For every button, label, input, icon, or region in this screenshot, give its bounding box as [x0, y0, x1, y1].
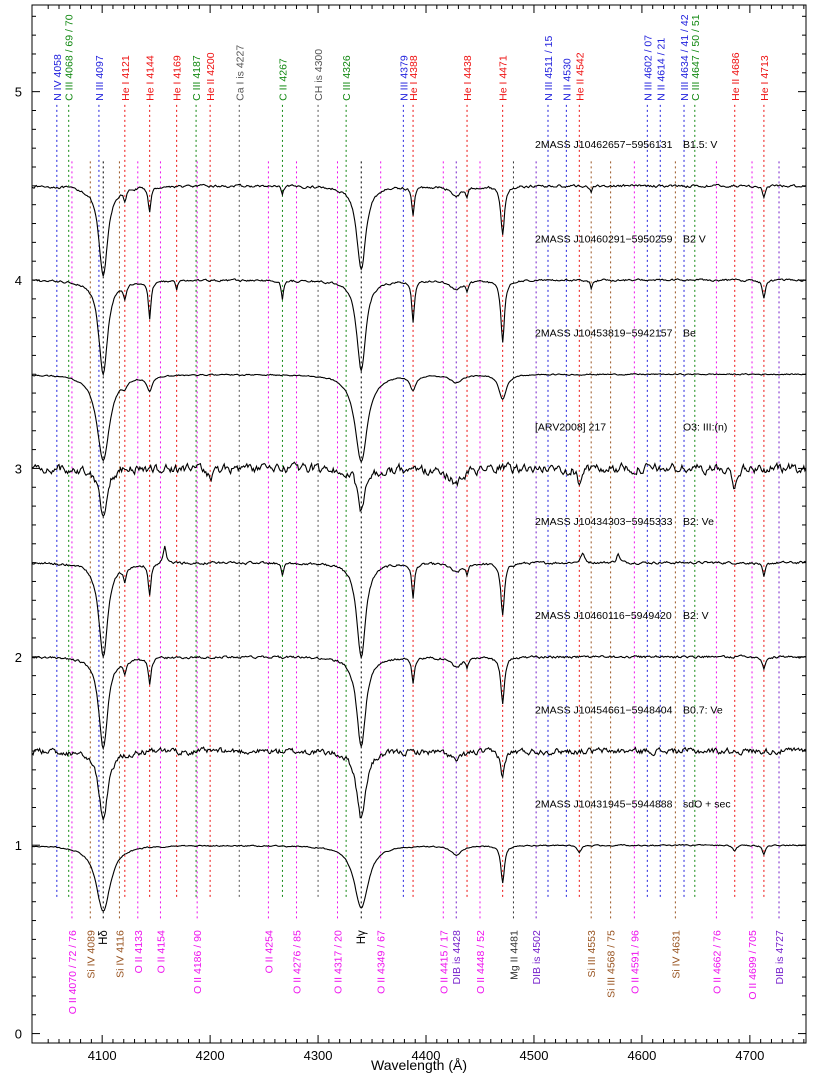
top-line-label: He II 4686 — [730, 52, 742, 101]
spectrum-name: 2MASS J10454661−5948404 — [535, 704, 673, 716]
y-tick-label: 5 — [15, 85, 22, 100]
top-line-label: He II 4542 — [574, 52, 586, 101]
spectrum-sptype: B2: Ve — [683, 516, 714, 528]
top-line-label: He I 4438 — [462, 55, 474, 101]
spectrum-sptype: B1.5: V — [683, 139, 717, 151]
bottom-line-label: Si IV 4631 — [670, 930, 682, 979]
spectrum-line — [31, 843, 807, 912]
spectrum-sptype: Be — [683, 328, 696, 340]
bottom-line-label: O II 4591 / 96 — [629, 930, 641, 994]
bottom-line-label: O II 4415 / 17 — [438, 930, 450, 994]
top-line-label: N IV 4058 — [52, 54, 64, 101]
line-markers — [56, 104, 780, 921]
y-tick-label: 3 — [15, 461, 22, 476]
bottom-line-label: Si IV 4116 — [114, 930, 126, 978]
top-line-label: N II 4614 / 21 — [655, 38, 667, 101]
top-line-label: He I 4713 — [759, 55, 771, 101]
spectrum-line — [31, 654, 807, 751]
bottom-line-label: Si IV 4089 — [85, 930, 97, 979]
top-line-label: He II 4200 — [205, 52, 217, 101]
bottom-line-label: O II 4317 / 20 — [332, 930, 344, 994]
bottom-line-label: Hγ — [356, 930, 368, 944]
x-tick-label: 4400 — [412, 1048, 441, 1063]
spectrum-sptype: B0.7: Ve — [683, 704, 723, 716]
spectrum-line — [31, 461, 807, 517]
plot-frame — [31, 4, 807, 1044]
bottom-line-label: O II 4254 — [263, 930, 275, 973]
bottom-line-label: O II 4276 / 85 — [291, 930, 303, 994]
spectrum-name: 2MASS J10462657−5956131 — [535, 139, 673, 151]
spectrum-name: 2MASS J10431945−5944888 — [535, 799, 673, 811]
spectrum-line — [31, 183, 807, 277]
bottom-line-label: Hδ — [98, 930, 110, 945]
bottom-line-label: Mg II 4481 — [508, 930, 520, 980]
top-line-label: C III 4187 — [191, 55, 203, 101]
axes: 4100 4200 4300 4400 4500 4600 4700 0 1 2 3 4 5 — [15, 5, 806, 1063]
spectrum-line — [31, 278, 807, 377]
y-tick-label: 1 — [15, 838, 22, 853]
top-line-label: C III 4647 / 50 / 51 — [690, 14, 702, 101]
spectrum-line — [31, 746, 807, 822]
bottom-line-label: Si III 4553 — [586, 930, 598, 977]
top-line-label: N III 4602 / 07 — [642, 35, 654, 101]
x-tick-label: 4500 — [520, 1048, 549, 1063]
spectrum-line — [31, 373, 807, 463]
spectrum-sptype: B2: V — [683, 610, 709, 622]
y-tick-label: 0 — [15, 1027, 22, 1042]
bottom-line-label: O II 4349 / 67 — [376, 930, 388, 994]
spectrum-name: 2MASS J10434303−5945333 — [535, 516, 673, 528]
top-line-label: N III 4634 / 41 / 42 — [679, 14, 691, 101]
top-line-label: C II 4267 — [277, 58, 289, 101]
spectrum-line — [31, 545, 807, 660]
spectrum-name: 2MASS J10460116−5949420 — [535, 610, 672, 622]
x-tick-label: 4100 — [88, 1048, 117, 1063]
bottom-line-label: O II 4154 — [155, 930, 167, 973]
bottom-line-label: Si III 4568 / 75 — [606, 930, 618, 998]
top-line-label: N III 4097 — [94, 55, 106, 101]
bottom-line-label: O II 4662 / 76 — [711, 930, 723, 994]
top-line-label: N III 4379 — [398, 55, 410, 101]
x-tick-label: 4700 — [735, 1048, 764, 1063]
x-tick-label: 4200 — [196, 1048, 225, 1063]
x-tick-label: 4600 — [627, 1048, 656, 1063]
spectra: 2MASS J10462657−5956131 B1.5: V 2MASS J104… — [31, 139, 807, 912]
bottom-line-label: O II 4186 / 90 — [192, 930, 204, 994]
spectrum-sptype: sdO + sec — [683, 799, 731, 811]
bottom-line-label: DIB is 4428 — [451, 930, 463, 984]
top-line-label: C III 4068 / 69 / 70 — [64, 14, 76, 101]
spectrum-sptype: O3: III:(n) — [683, 422, 727, 434]
bottom-line-label: O II 4133 — [133, 930, 145, 973]
bottom-line-label: O II 4699 / 705 — [747, 930, 759, 1000]
top-line-label: He I 4471 — [498, 55, 510, 101]
top-line-label: He I 4169 — [172, 55, 184, 101]
y-tick-label: 2 — [15, 650, 22, 665]
spectrum-name: 2MASS J10453819−5942157 — [535, 328, 673, 340]
top-line-label: N II 4530 — [561, 58, 573, 101]
bottom-line-label: O II 4448 / 52 — [475, 930, 487, 994]
x-axis-title: Wavelength (Å) — [371, 1057, 467, 1073]
x-tick-label: 4300 — [304, 1048, 333, 1063]
spectrum-sptype: B2 V — [683, 233, 706, 245]
top-line-label: N III 4511 / 15 — [543, 36, 555, 101]
bottom-line-label: O II 4070 / 72 / 76 — [67, 930, 79, 1014]
top-line-label: He I 4121 — [120, 55, 132, 101]
top-line-label: C III 4326 — [341, 55, 353, 101]
top-line-label: He I 4144 — [145, 55, 157, 101]
line-labels: N IV 4058 C III 4068 / 69 / 70 N III 4097 H… — [52, 14, 786, 1014]
top-line-label: Ca I is 4227 — [234, 45, 246, 101]
y-tick-label: 4 — [15, 273, 22, 288]
top-line-label: CH is 4300 — [313, 49, 325, 101]
top-line-label: He I 4388 — [408, 55, 420, 101]
spectrum-name: 2MASS J10460291−5950259 — [535, 233, 673, 245]
bottom-line-label: DIB is 4727 — [774, 930, 786, 984]
spectrum-name: [ARV2008] 217 — [535, 422, 606, 434]
bottom-line-label: DIB is 4502 — [531, 930, 543, 984]
